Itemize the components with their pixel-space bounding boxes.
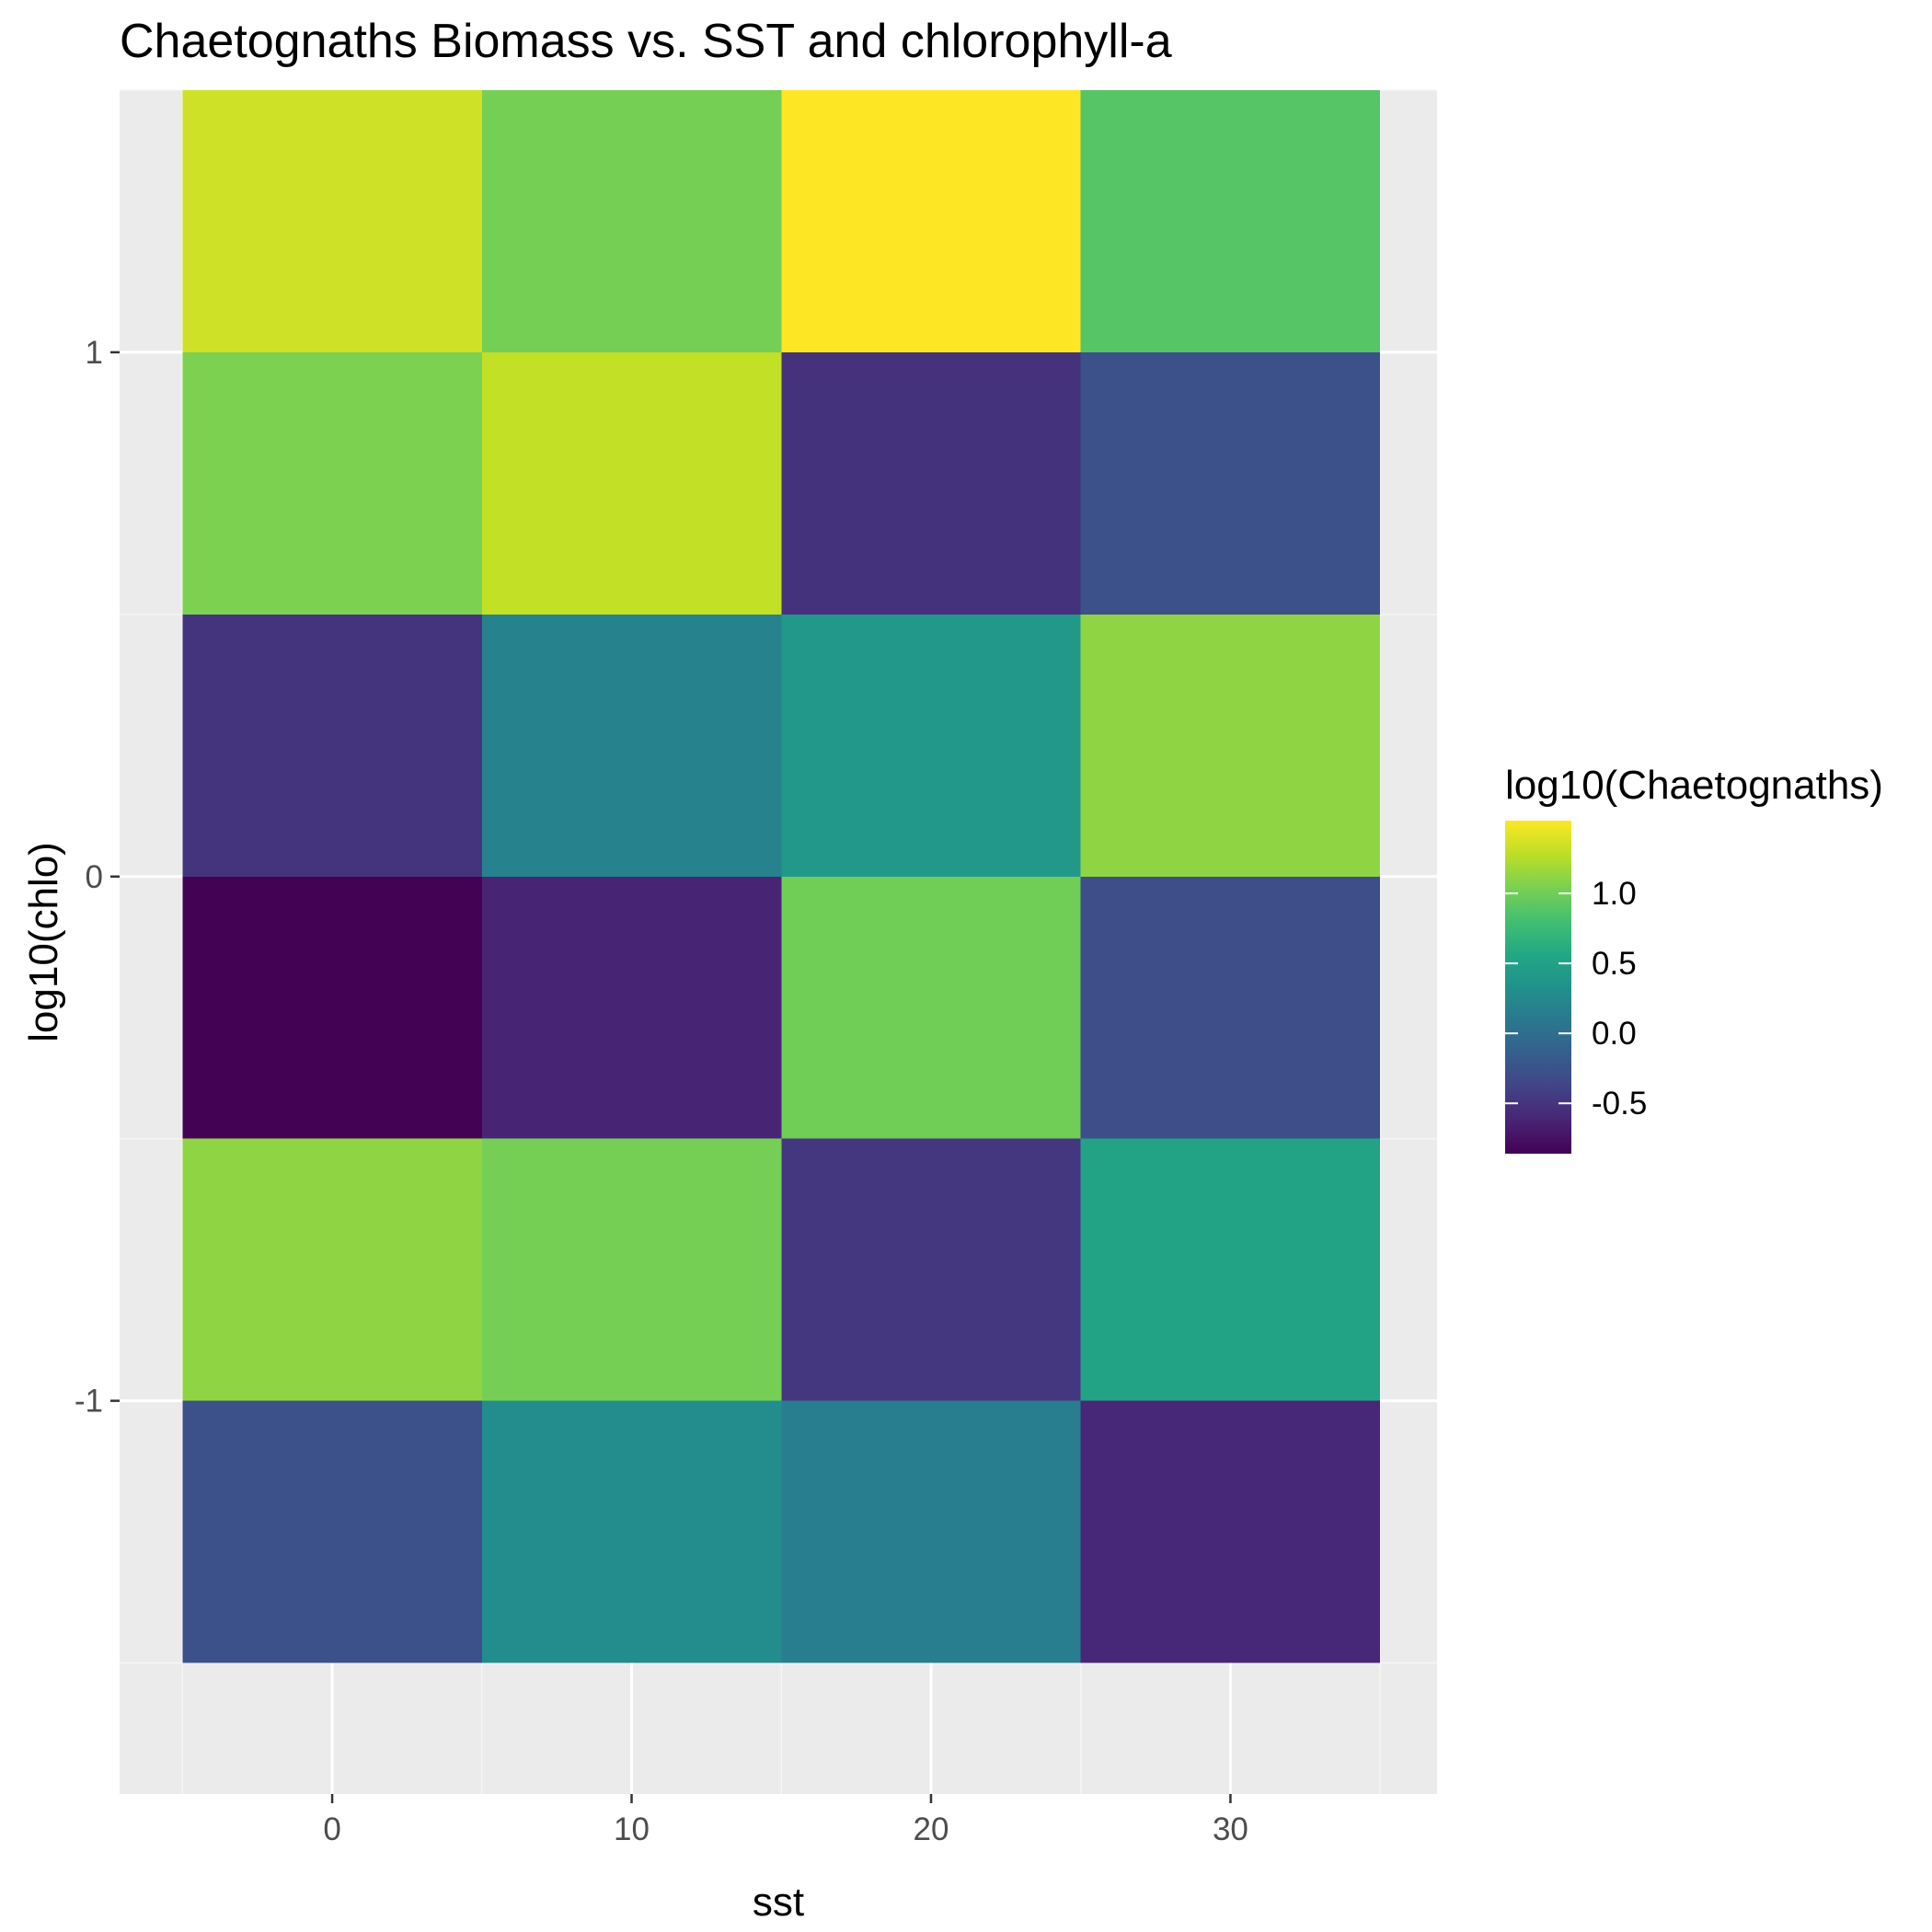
y-axis-title: log10(chlo) xyxy=(21,842,66,1042)
heatmap-tile xyxy=(781,876,1081,1139)
x-axis: 0 10 20 30 xyxy=(323,1794,1248,1847)
heatmap-tile xyxy=(481,876,782,1139)
y-tick-label: -1 xyxy=(75,1384,103,1420)
color-legend: log10(Chaetognaths) 1.0 0.5 0.0 -0.5 xyxy=(1505,763,1883,1154)
x-axis-title: sst xyxy=(753,1880,804,1925)
x-tick-label: 0 xyxy=(323,1811,340,1847)
x-tick-label: 20 xyxy=(914,1811,949,1847)
legend-tick-label: -0.5 xyxy=(1592,1086,1647,1121)
heatmap-tile xyxy=(182,90,482,352)
heatmap-tile xyxy=(781,614,1081,877)
heatmap-tile xyxy=(781,1400,1081,1663)
heatmap-tile xyxy=(481,614,782,877)
heatmap-tiles xyxy=(182,90,1381,1663)
heatmap-tile xyxy=(481,1138,782,1401)
heatmap-tile xyxy=(1080,1400,1381,1663)
heatmap-tile xyxy=(1080,90,1381,352)
heatmap-tile xyxy=(481,1400,782,1663)
heatmap-tile xyxy=(182,614,482,877)
heatmap-tile xyxy=(1080,876,1381,1139)
chart-title: Chaetognaths Biomass vs. SST and chlorop… xyxy=(120,15,1172,68)
x-tick-label: 30 xyxy=(1213,1811,1248,1847)
heatmap-tile xyxy=(781,1138,1081,1401)
heatmap-tile xyxy=(481,90,782,352)
heatmap-tile xyxy=(182,876,482,1139)
heatmap-tile xyxy=(1080,351,1381,615)
x-tick-label: 10 xyxy=(614,1811,650,1847)
legend-title: log10(Chaetognaths) xyxy=(1505,763,1883,808)
heatmap-tile xyxy=(781,351,1081,615)
legend-colorbar xyxy=(1505,821,1571,1154)
legend-tick-label: 0.5 xyxy=(1592,946,1637,982)
legend-ticks: 1.0 0.5 0.0 -0.5 xyxy=(1505,876,1647,1121)
y-tick-label: 0 xyxy=(86,859,103,895)
y-axis: 1 0 -1 xyxy=(75,335,120,1420)
heatmap-tile xyxy=(182,1138,482,1401)
y-tick-label: 1 xyxy=(86,335,103,371)
legend-tick-label: 0.0 xyxy=(1592,1016,1637,1052)
heatmap-tile xyxy=(781,90,1081,352)
heatmap-tile xyxy=(182,351,482,615)
heatmap-tile xyxy=(481,351,782,615)
legend-tick-label: 1.0 xyxy=(1592,876,1637,912)
heatmap-tile xyxy=(182,1400,482,1663)
heatmap-tile xyxy=(1080,614,1381,877)
heatmap-tile xyxy=(1080,1138,1381,1401)
